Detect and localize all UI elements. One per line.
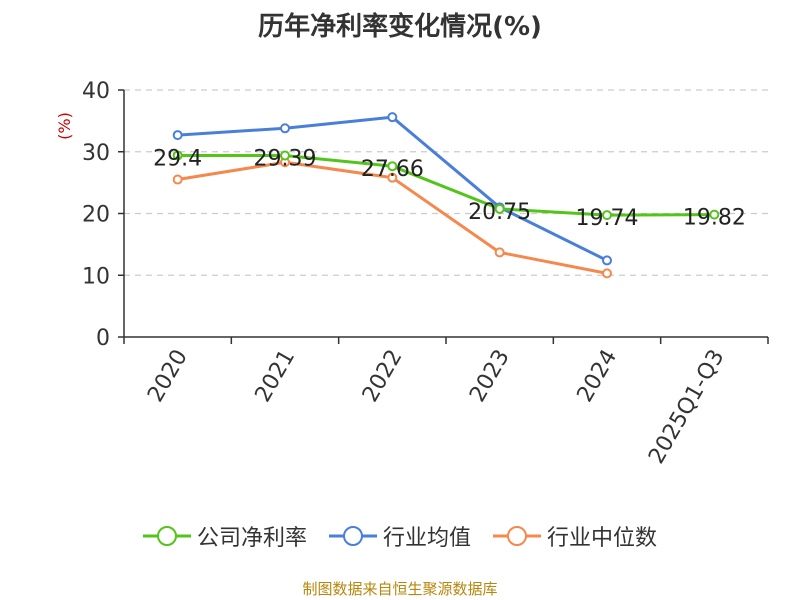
legend-label: 行业均值 xyxy=(382,526,471,551)
data-point xyxy=(280,150,290,161)
x-tick-label: 2024 xyxy=(573,346,623,407)
legend-swatch-marker xyxy=(156,526,177,546)
data-label: 19.74 xyxy=(576,206,639,231)
legend-line-icon xyxy=(328,526,377,546)
x-tick-label: 2022 xyxy=(358,346,408,407)
series-line xyxy=(177,153,715,217)
data-label: 29.39 xyxy=(254,147,317,172)
y-tick-label: 30 xyxy=(82,141,110,166)
x-tick-label: 2021 xyxy=(251,346,301,407)
y-tick-label: 40 xyxy=(82,79,110,104)
legend-item-industry-average[interactable]: 行业均值 xyxy=(328,520,471,552)
data-point xyxy=(602,268,612,279)
data-point xyxy=(709,209,720,220)
legend-line-icon xyxy=(493,526,541,546)
data-point xyxy=(172,174,183,185)
legend-line-icon xyxy=(142,526,191,546)
y-axis-label: (%) xyxy=(55,112,74,140)
data-point xyxy=(387,112,398,123)
data-label: 20.75 xyxy=(468,200,531,225)
legend-item-industry-median[interactable]: 行业中位数 xyxy=(493,520,657,552)
data-point xyxy=(387,161,398,172)
data-point xyxy=(602,255,612,266)
data-label: 19.82 xyxy=(683,206,746,231)
x-tick-label: 2023 xyxy=(465,345,515,406)
data-label: 27.66 xyxy=(361,157,424,182)
data-point xyxy=(387,172,398,183)
data-point xyxy=(280,123,290,134)
data-point xyxy=(602,210,612,221)
legend-label: 公司净利率 xyxy=(196,526,307,551)
legend-swatch-marker xyxy=(342,526,363,546)
data-label: 29.4 xyxy=(153,146,202,171)
data-point xyxy=(494,247,505,258)
data-point xyxy=(494,203,505,214)
legend-item-company[interactable]: 公司净利率 xyxy=(142,520,307,552)
legend-label: 行业中位数 xyxy=(547,526,658,551)
legend-swatch-marker xyxy=(507,526,527,546)
y-tick-label: 0 xyxy=(96,326,110,351)
data-point xyxy=(172,130,183,141)
y-tick-label: 10 xyxy=(82,264,110,289)
legend: 公司净利率 行业均值 行业中位数 xyxy=(0,520,800,552)
line-chart: 0 10 20 30 40 (%) 2020 2021 2022 2023 2024 2025Q1-Q… xyxy=(55,79,769,469)
y-tick-label: 20 xyxy=(82,203,110,228)
data-point xyxy=(172,150,183,161)
series-line xyxy=(177,115,608,262)
x-tick-label: 2020 xyxy=(143,346,193,407)
chart-title: 历年净利率变化情况(%) xyxy=(258,12,542,42)
data-source-note: 制图数据来自恒生聚源数据库 xyxy=(302,580,498,598)
x-tick-label: 2025Q1-Q3 xyxy=(644,346,729,469)
